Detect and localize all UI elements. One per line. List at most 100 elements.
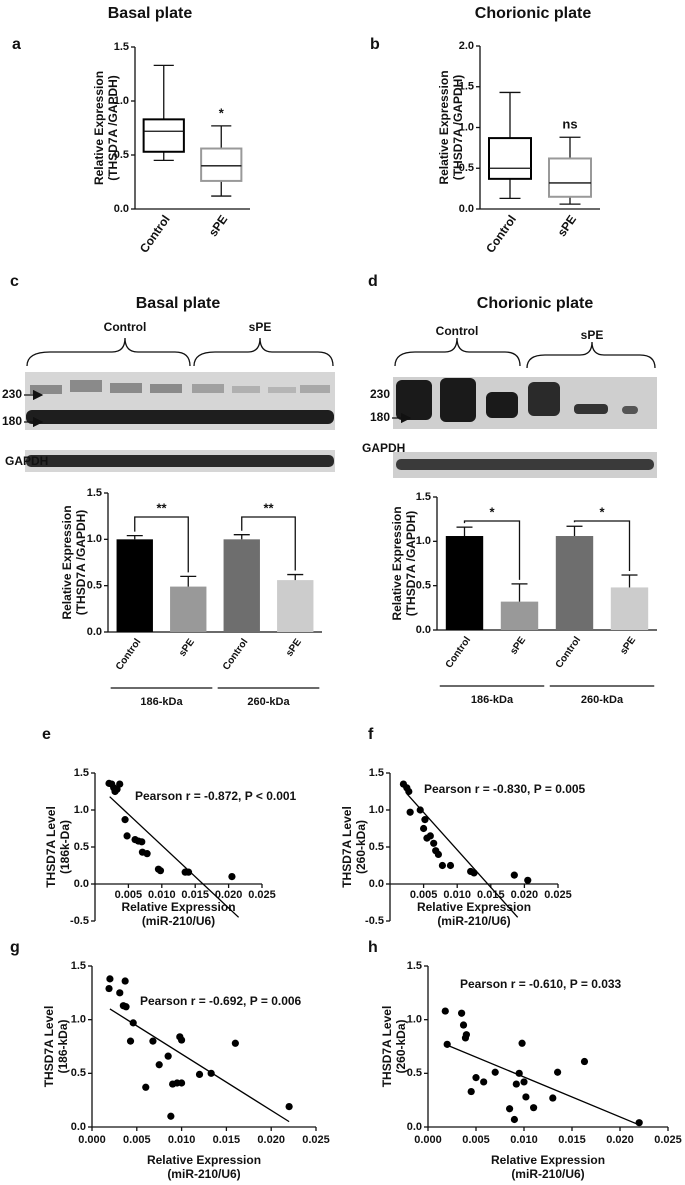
- annotation: Pearson r = -0.692, P = 0.006: [140, 994, 302, 1008]
- point: [510, 871, 518, 879]
- x-tick-label: 0.025: [248, 889, 276, 901]
- box: [200, 147, 243, 182]
- y-tick-label: 1.5: [416, 491, 431, 503]
- point: [155, 1061, 163, 1069]
- point: [470, 869, 478, 877]
- y-axis-label: THSD7A Level(260-kDa): [380, 1006, 408, 1088]
- point: [635, 1119, 643, 1127]
- y-tick-label: 0.5: [74, 841, 89, 853]
- y-tick-label: 1.0: [459, 121, 474, 133]
- group-label: 186-kDa: [140, 696, 183, 708]
- y-tick-label: 0.0: [87, 626, 102, 638]
- y-tick-label: 0.5: [71, 1067, 86, 1079]
- group-label: 260-kDa: [247, 696, 290, 708]
- x-tick-label: sPE: [284, 637, 304, 659]
- western-blot-d: Control sPE 230 180 GAPDH: [362, 324, 657, 478]
- y-tick-label: 0.0: [114, 203, 129, 215]
- bar: [116, 539, 153, 632]
- point: [122, 1003, 130, 1011]
- x-axis-label: Relative Expression: [121, 900, 235, 914]
- point: [184, 868, 193, 876]
- group-label: 186-kDa: [471, 694, 514, 706]
- x-tick-label: 0.005: [410, 889, 438, 901]
- panel-title: Chorionic plate: [477, 295, 594, 312]
- significance-label: *: [489, 504, 495, 519]
- point: [231, 1039, 239, 1047]
- point: [167, 1112, 175, 1120]
- annotation: Pearson r = -0.830, P = 0.005: [424, 782, 586, 796]
- point: [116, 989, 124, 997]
- x-tick-label: 0.025: [544, 889, 572, 901]
- point: [142, 1083, 150, 1091]
- x-tick-label: Control: [554, 635, 584, 671]
- y-tick-label: 1.0: [74, 804, 89, 816]
- point: [285, 1103, 293, 1111]
- x-tick-label: 0.000: [78, 1134, 106, 1146]
- box: [488, 137, 532, 180]
- band-row: [30, 380, 330, 394]
- bracket: [193, 337, 334, 367]
- significance-bracket: [573, 520, 631, 572]
- y-tick-label: 1.0: [407, 1014, 422, 1026]
- y-tick-label: 0.5: [369, 841, 384, 853]
- fit-line: [406, 793, 519, 918]
- x-tick-label: 0.010: [510, 1134, 538, 1146]
- x-tick-label: 0.020: [257, 1134, 285, 1146]
- point: [480, 1078, 488, 1086]
- box: [548, 157, 592, 198]
- point: [462, 1031, 470, 1039]
- point: [438, 861, 447, 870]
- y-tick-label: 1.5: [369, 767, 384, 779]
- y-tick-label: 0.0: [369, 878, 384, 890]
- western-blot-c: Control sPE 230 180 GAPDH: [2, 320, 335, 472]
- bar: [445, 536, 484, 630]
- x-axis-label: (miR-210/U6): [437, 914, 510, 928]
- x-tick-label: sPE: [508, 635, 528, 657]
- y-tick-label: 1.5: [114, 41, 129, 53]
- point: [434, 850, 442, 859]
- blot-marker: 230: [370, 387, 390, 401]
- point: [510, 1115, 518, 1124]
- panel-label: e: [42, 726, 51, 743]
- point: [522, 1093, 530, 1101]
- annotation: ns: [562, 117, 577, 132]
- box: [142, 118, 185, 153]
- blot-membrane: [393, 377, 657, 429]
- point: [491, 1068, 499, 1076]
- point: [506, 1105, 514, 1113]
- y-tick-label: 0.5: [459, 162, 474, 174]
- point: [446, 861, 455, 870]
- y-tick-label: 1.0: [87, 533, 102, 545]
- panel-label: h: [368, 939, 378, 956]
- y-axis-label-line: THSD7A Level: [340, 806, 354, 888]
- annotation: *: [219, 105, 225, 120]
- x-tick-label: 0.000: [414, 1134, 442, 1146]
- y-tick-label: 2.0: [459, 40, 474, 52]
- y-axis-label-line: (260-kDa): [394, 1019, 408, 1073]
- significance-label: *: [599, 504, 605, 519]
- x-tick-label: Control: [114, 637, 144, 673]
- x-tick-label: 0.005: [115, 889, 143, 901]
- bracket: [26, 337, 191, 367]
- y-tick-label: -0.5: [70, 915, 89, 927]
- x-tick-label: sPE: [177, 637, 197, 659]
- point: [458, 1009, 466, 1017]
- y-tick-label: 0.0: [459, 203, 474, 215]
- point: [472, 1074, 480, 1082]
- y-axis-label: Relative Expression(THSD7A /GAPDH): [60, 505, 88, 619]
- y-tick-label: 1.0: [114, 95, 129, 107]
- y-axis-label-line: (THSD7A /GAPDH): [404, 511, 418, 617]
- x-tick-label: 0.005: [123, 1134, 151, 1146]
- x-axis-label: Relative Expression: [147, 1153, 261, 1167]
- panel-label: f: [368, 726, 374, 743]
- y-tick-label: -0.5: [365, 915, 384, 927]
- x-axis-label: (miR-210/U6): [511, 1167, 584, 1181]
- x-tick-label: Control: [221, 637, 251, 673]
- point: [405, 787, 413, 796]
- y-tick-label: 0.5: [87, 580, 102, 592]
- point: [195, 1070, 204, 1079]
- y-tick-label: 1.5: [459, 81, 474, 93]
- x-tick-label: sPE: [555, 213, 579, 240]
- point: [518, 1039, 526, 1047]
